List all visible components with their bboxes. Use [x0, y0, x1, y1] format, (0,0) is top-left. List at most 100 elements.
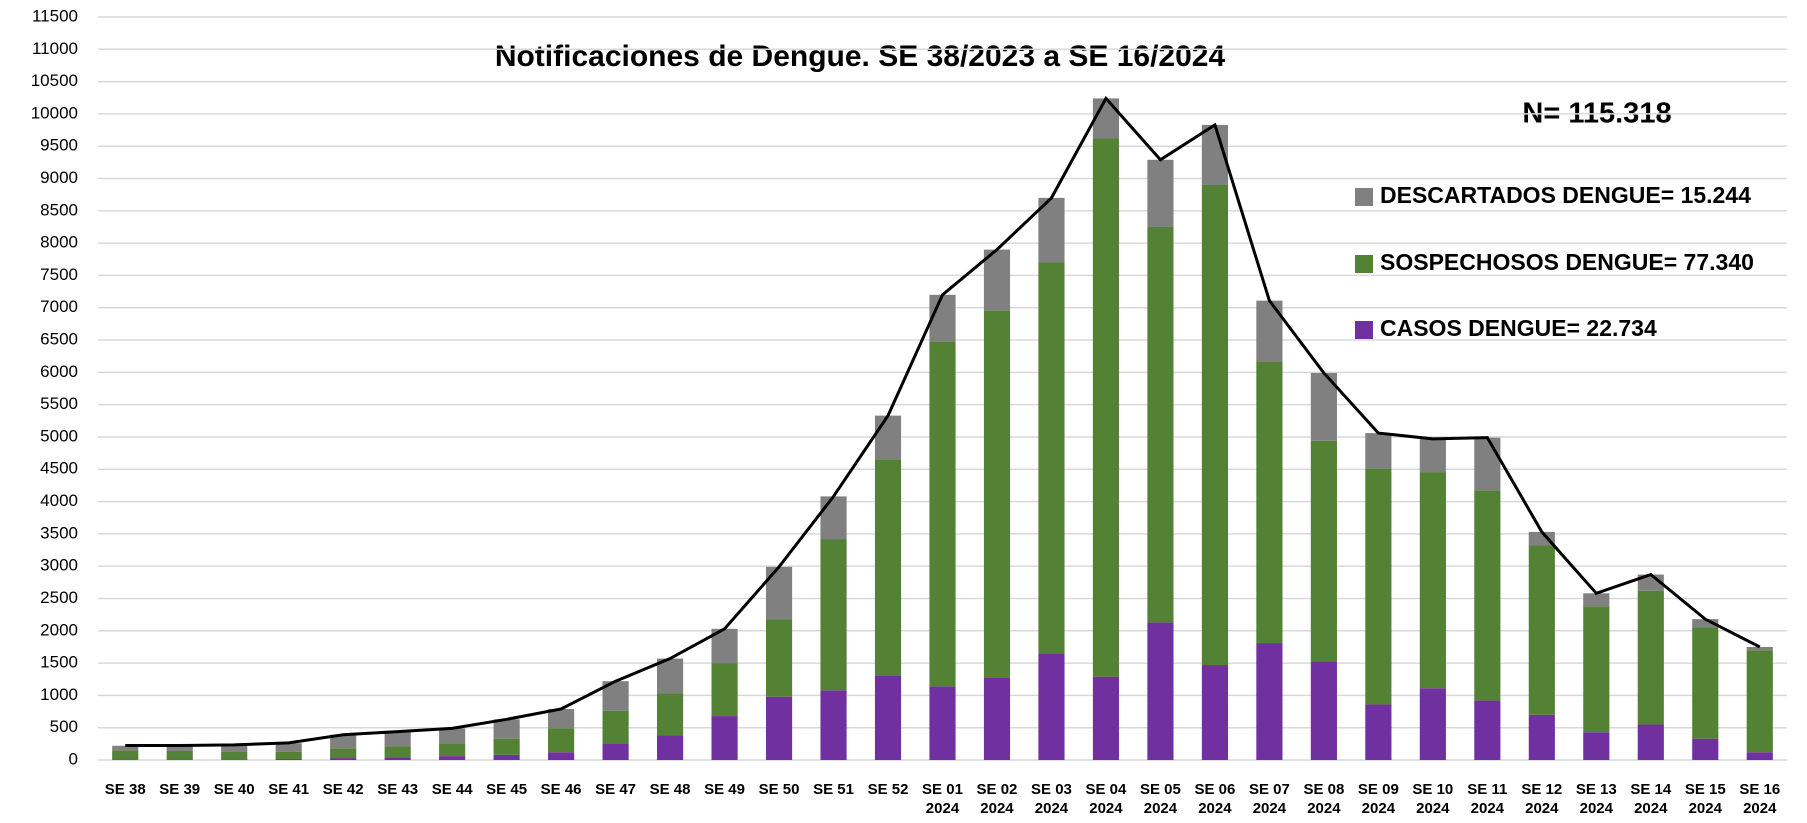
y-tick-label: 500 — [50, 717, 78, 736]
y-tick-label: 2500 — [40, 588, 78, 607]
bar-segment — [711, 716, 738, 760]
bar-segment — [1419, 472, 1446, 689]
y-tick-label: 1500 — [40, 653, 78, 672]
bar-segment — [1583, 593, 1610, 607]
x-tick-label: SE 15 2024 — [1684, 781, 1726, 817]
bar-segment — [221, 751, 248, 760]
bar-segment — [112, 750, 139, 760]
bar-segment — [1038, 197, 1065, 263]
bar-segment — [929, 341, 956, 687]
x-tick-label: SE 52 — [867, 781, 909, 798]
legend-swatch — [1355, 188, 1373, 206]
x-tick-label: SE 05 2024 — [1139, 781, 1181, 817]
bar-segment — [929, 686, 956, 760]
x-tick-label: SE 40 — [213, 781, 255, 798]
bar-segment — [765, 696, 793, 760]
x-tick-label: SE 06 2024 — [1194, 781, 1236, 817]
x-tick-label: SE 47 — [595, 781, 637, 798]
x-tick-label: SE 01 2024 — [922, 781, 963, 817]
x-tick-label: SE 45 — [486, 781, 528, 798]
bar-segment — [1038, 653, 1065, 760]
bar-segment — [1474, 437, 1501, 491]
bar-segment — [1746, 752, 1773, 760]
bar-segment — [1692, 738, 1719, 760]
bar-segment — [874, 415, 902, 460]
bar-segment — [765, 566, 793, 620]
y-tick-label: 7500 — [40, 265, 78, 284]
y-tick-label: 4000 — [40, 491, 78, 510]
bar-segment — [1201, 665, 1228, 760]
x-tick-label: SE 08 2024 — [1303, 781, 1345, 817]
bar-segment — [384, 746, 411, 758]
bar-segment — [1256, 362, 1283, 644]
bar-segment — [493, 719, 520, 739]
bar-segment — [1637, 724, 1664, 760]
x-tick-label: SE 50 — [758, 781, 800, 798]
bar-segment — [1746, 646, 1773, 651]
bar-segment — [657, 658, 684, 694]
bar-segment — [874, 459, 902, 676]
bar-segment — [1419, 688, 1446, 760]
bar-segment — [275, 743, 302, 752]
y-tick-label: 11500 — [32, 6, 78, 25]
bar-segment — [112, 759, 139, 760]
bar-segment — [439, 743, 466, 757]
bar-segment — [1419, 438, 1446, 473]
x-tick-label: SE 41 — [268, 781, 310, 798]
bar-segment — [1583, 732, 1610, 760]
bar-segment — [275, 751, 302, 760]
x-tick-label: SE 51 — [813, 781, 854, 798]
bar-segment — [166, 745, 193, 751]
bar-segment — [493, 754, 520, 760]
bar-segment — [166, 750, 193, 760]
y-tick-label: 7000 — [40, 297, 78, 316]
x-tick-label: SE 04 2024 — [1085, 781, 1127, 817]
bar-segment — [657, 693, 684, 736]
bar-segment — [1528, 545, 1555, 715]
bar-segment — [1474, 700, 1501, 760]
x-tick-label: SE 02 2024 — [976, 781, 1018, 817]
y-tick-label: 8000 — [40, 233, 78, 252]
bar-segment — [983, 249, 1011, 311]
bar-segment — [1310, 440, 1337, 662]
bar-segment — [929, 294, 956, 342]
x-tick-label: SE 39 — [159, 781, 201, 798]
bar-segment — [1583, 606, 1610, 733]
bar-segment — [384, 731, 411, 747]
y-tick-label: 10500 — [31, 71, 78, 90]
bar-segment — [874, 675, 902, 760]
bar-segment — [275, 759, 302, 760]
legend-label: CASOS DENGUE= 22.734 — [1380, 315, 1657, 341]
y-tick-label: 9500 — [40, 136, 78, 155]
bar-segment — [1692, 627, 1719, 739]
y-tick-label: 11000 — [32, 39, 78, 58]
y-tick-label: 4500 — [40, 459, 78, 478]
bar-segment — [221, 759, 248, 760]
bar-segment — [983, 677, 1011, 760]
bar-segment — [1092, 676, 1120, 760]
legend-label: SOSPECHOSOS DENGUE= 77.340 — [1380, 249, 1754, 275]
bar-segment — [657, 735, 684, 760]
chart-title: Notificaciones de Dengue. SE 38/2023 a S… — [495, 40, 1226, 73]
x-tick-label: SE 14 2024 — [1630, 781, 1672, 817]
bar-segment — [330, 758, 357, 760]
bar-segment — [439, 756, 466, 760]
x-tick-label: SE 43 — [377, 781, 419, 798]
bar-segment — [1147, 159, 1174, 227]
legend-swatch — [1355, 321, 1373, 339]
x-tick-label: SE 10 2024 — [1412, 781, 1454, 817]
y-tick-label: 0 — [69, 749, 78, 768]
bar-segment — [1147, 622, 1174, 760]
x-tick-label: SE 46 — [540, 781, 582, 798]
y-tick-label: 6000 — [40, 362, 78, 381]
bar-segment — [330, 734, 357, 749]
x-tick-label: SE 44 — [431, 781, 473, 798]
legend-swatch — [1355, 255, 1373, 273]
x-tick-label: SE 07 2024 — [1248, 781, 1290, 817]
bar-segment — [1092, 138, 1120, 677]
y-tick-label: 2000 — [40, 620, 78, 639]
bar-segment — [602, 743, 629, 760]
bar-segment — [711, 663, 738, 717]
y-tick-label: 3000 — [40, 556, 78, 575]
